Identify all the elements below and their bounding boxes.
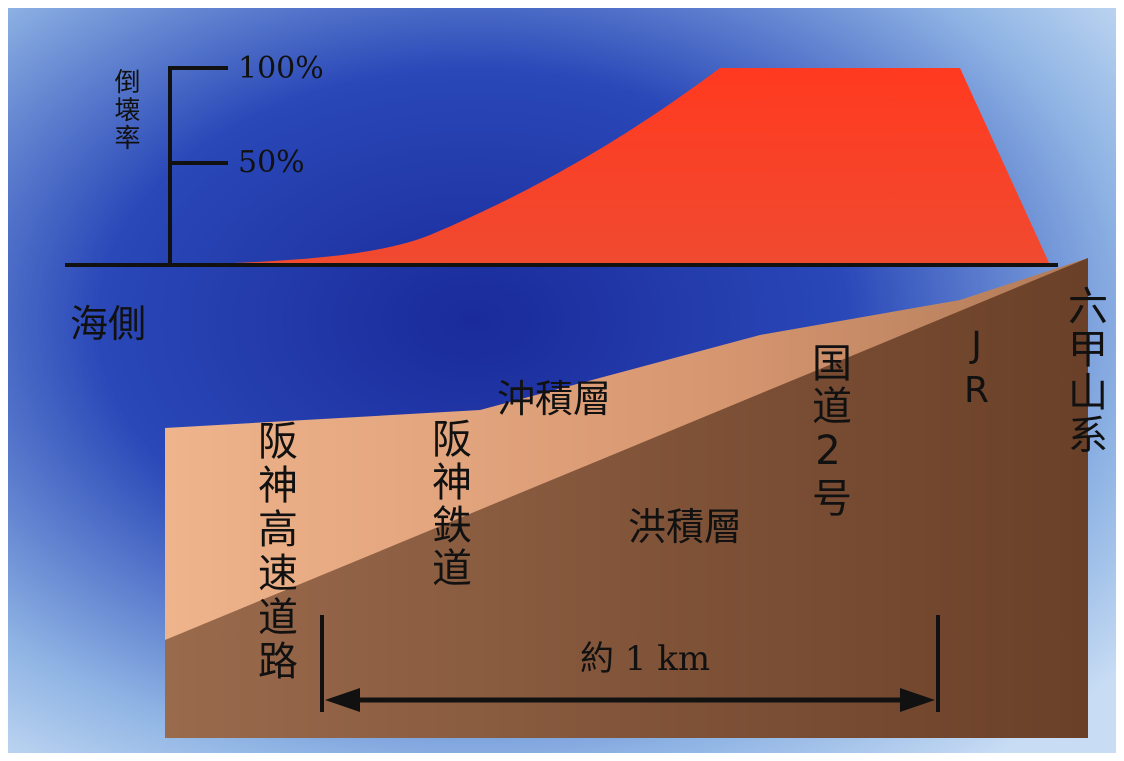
label: 洪積層 — [628, 505, 743, 549]
axis-label: 倒壊率 — [110, 68, 140, 152]
label: 阪神鉄道 — [425, 418, 471, 590]
tick-label: 50% — [238, 145, 305, 180]
collapse-rate-area — [170, 68, 1050, 265]
arrow-head — [900, 688, 935, 712]
label: JR — [956, 325, 997, 415]
label: 国道2号 — [805, 342, 851, 520]
diluvium-layer — [165, 258, 1088, 738]
label: 沖積層 — [497, 377, 612, 421]
scale-label: 約 1 km — [580, 639, 711, 679]
tick-label: 100% — [238, 51, 324, 86]
label: 海側 — [70, 302, 147, 346]
label: 阪神高速道路 — [251, 420, 297, 684]
label: 六甲山系 — [1061, 285, 1107, 457]
arrow-head — [325, 688, 360, 712]
